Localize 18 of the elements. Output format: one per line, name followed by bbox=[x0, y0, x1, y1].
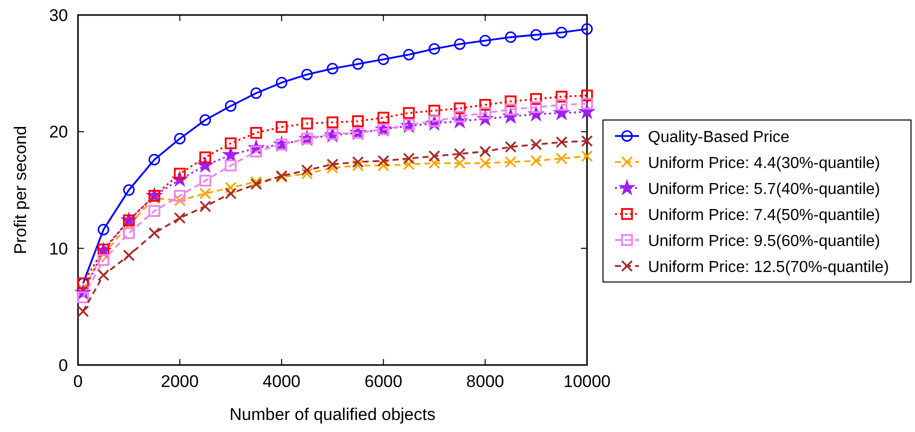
y-tick-label: 20 bbox=[49, 122, 68, 142]
x-tick-label: 10000 bbox=[563, 372, 611, 391]
x-tick-label: 6000 bbox=[364, 372, 402, 391]
legend-label: Uniform Price: 9.5(60%-quantile) bbox=[648, 233, 880, 250]
x-axis-title: Number of qualified objects bbox=[229, 405, 436, 424]
y-tick-label: 0 bbox=[58, 356, 68, 375]
legend-label: Uniform Price: 12.5(70%-quantile) bbox=[648, 259, 889, 276]
x-tick-label: 8000 bbox=[466, 372, 504, 391]
y-axis-title: Profit per second bbox=[11, 126, 30, 254]
y-tick-label: 30 bbox=[49, 6, 68, 25]
legend-label: Uniform Price: 4.4(30%-quantile) bbox=[648, 155, 880, 172]
x-tick-label: 4000 bbox=[262, 372, 301, 391]
legend-label: Quality-Based Price bbox=[648, 129, 790, 146]
x-tick-label: 0 bbox=[73, 372, 83, 391]
legend-label: Uniform Price: 5.7(40%-quantile) bbox=[648, 181, 880, 198]
legend-label: Uniform Price: 7.4(50%-quantile) bbox=[648, 207, 880, 224]
y-tick-label: 10 bbox=[49, 239, 68, 258]
x-tick-label: 2000 bbox=[160, 372, 199, 391]
